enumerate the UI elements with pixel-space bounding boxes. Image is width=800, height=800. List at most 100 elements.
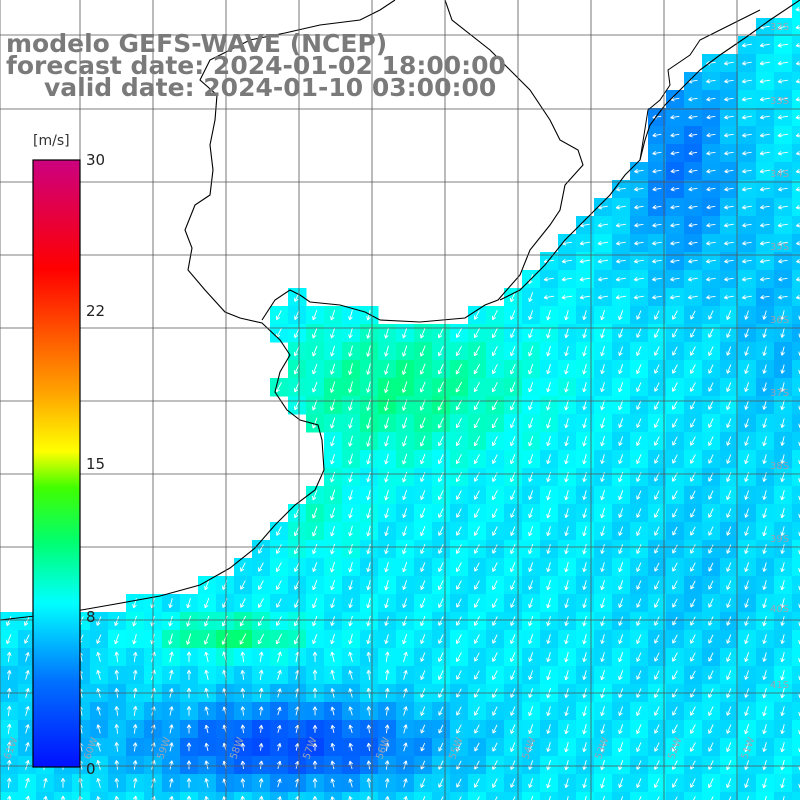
wind-arrow: [510, 418, 516, 429]
wind-arrow: [670, 276, 680, 282]
wind-arrow: [43, 795, 48, 800]
wind-arrow: [582, 652, 587, 663]
wind-arrow: [510, 490, 516, 501]
wind-arrow: [330, 742, 336, 751]
wind-speed-cell: [792, 702, 800, 721]
wind-arrow: [348, 435, 353, 447]
wind-arrow: [366, 435, 371, 447]
wind-arrow: [510, 526, 516, 536]
wind-arrow: [492, 309, 498, 321]
wind-arrow: [654, 346, 660, 356]
wind-arrow: [330, 525, 336, 537]
wind-speed-cell: [216, 792, 235, 800]
wind-arrow: [690, 400, 696, 410]
wind-arrow: [293, 381, 300, 393]
wind-arrow: [759, 258, 770, 264]
wind-arrow: [654, 454, 660, 464]
wind-arrow: [670, 222, 680, 228]
wind-arrow: [561, 295, 573, 300]
wind-arrow: [312, 381, 318, 393]
wind-arrow: [564, 633, 569, 645]
wind-arrow: [330, 633, 336, 645]
colorbar-tick: 8: [86, 608, 96, 626]
wind-speed-cell: [198, 792, 217, 800]
wind-arrow: [744, 670, 750, 680]
wind-arrow: [294, 310, 300, 320]
wind-arrow: [744, 760, 750, 771]
wind-speed-cell: [234, 792, 253, 800]
wind-speed-cell: [486, 792, 505, 800]
wind-arrow: [348, 543, 353, 555]
wind-arrow: [132, 777, 138, 788]
wind-arrow: [762, 580, 767, 591]
wind-speed-cell: [270, 792, 289, 800]
wind-arrow: [778, 258, 788, 264]
wind-arrow: [672, 706, 678, 716]
wind-arrow: [474, 580, 480, 590]
wind-arrow: [240, 562, 246, 572]
wind-arrow: [474, 544, 480, 554]
wind-speed-cell: [342, 792, 361, 800]
wind-arrow: [312, 489, 318, 501]
wind-arrow: [277, 651, 282, 663]
wind-arrow: [795, 7, 800, 12]
wind-arrow: [114, 742, 120, 752]
wind-arrow: [636, 418, 642, 428]
wind-arrow: [654, 418, 660, 428]
wind-arrow: [760, 222, 770, 228]
wind-arrow: [24, 616, 30, 626]
wind-arrow: [402, 417, 408, 429]
wind-arrow: [762, 705, 767, 717]
wind-arrow: [330, 778, 335, 788]
wind-arrow: [25, 759, 30, 770]
wind-arrow: [652, 276, 662, 282]
wind-arrow: [690, 616, 696, 626]
wind-arrow: [348, 309, 353, 321]
wind-arrow: [600, 345, 605, 357]
wind-speed-cell: [792, 252, 800, 271]
wind-arrow: [419, 381, 426, 393]
wind-arrow: [795, 186, 800, 192]
wind-arrow: [723, 222, 734, 228]
wind-arrow: [510, 742, 516, 752]
wind-arrow: [528, 670, 534, 680]
wind-arrow: [777, 61, 789, 66]
wind-arrow: [492, 544, 498, 554]
wind-arrow: [798, 747, 800, 753]
wind-arrow: [633, 294, 644, 300]
wind-arrow: [618, 490, 624, 501]
wind-arrow: [546, 454, 551, 465]
wind-arrow: [744, 616, 750, 626]
wind-arrow: [438, 742, 444, 752]
wind-arrow: [294, 580, 300, 590]
wind-arrow: [6, 616, 12, 627]
wind-arrow: [384, 778, 390, 788]
wind-arrow: [778, 294, 788, 300]
wind-arrow: [688, 132, 698, 138]
wind-arrow: [654, 526, 660, 536]
wind-arrow: [294, 598, 300, 608]
wind-arrow: [670, 186, 680, 192]
wind-arrow: [672, 562, 678, 572]
wind-arrow: [474, 598, 480, 608]
wind-arrow: [366, 795, 372, 800]
wind-arrow: [384, 417, 390, 429]
wind-speed-cell: [540, 792, 559, 800]
wind-arrow: [654, 616, 660, 626]
wind-arrow: [330, 760, 336, 770]
wind-arrow: [277, 778, 282, 788]
wind-speed-cell: [252, 792, 271, 800]
wind-arrow: [420, 598, 426, 609]
wind-arrow: [726, 382, 732, 392]
wind-arrow: [474, 742, 480, 752]
latitude-label: 35S: [770, 242, 789, 253]
wind-arrow: [654, 562, 660, 572]
wind-arrow: [708, 526, 714, 536]
wind-arrow: [582, 310, 587, 321]
wind-arrow: [546, 345, 551, 357]
wind-arrow: [690, 508, 696, 518]
wind-arrow: [600, 669, 605, 681]
wind-arrow: [741, 294, 752, 300]
wind-arrow: [690, 778, 696, 788]
wind-arrow: [474, 310, 480, 320]
